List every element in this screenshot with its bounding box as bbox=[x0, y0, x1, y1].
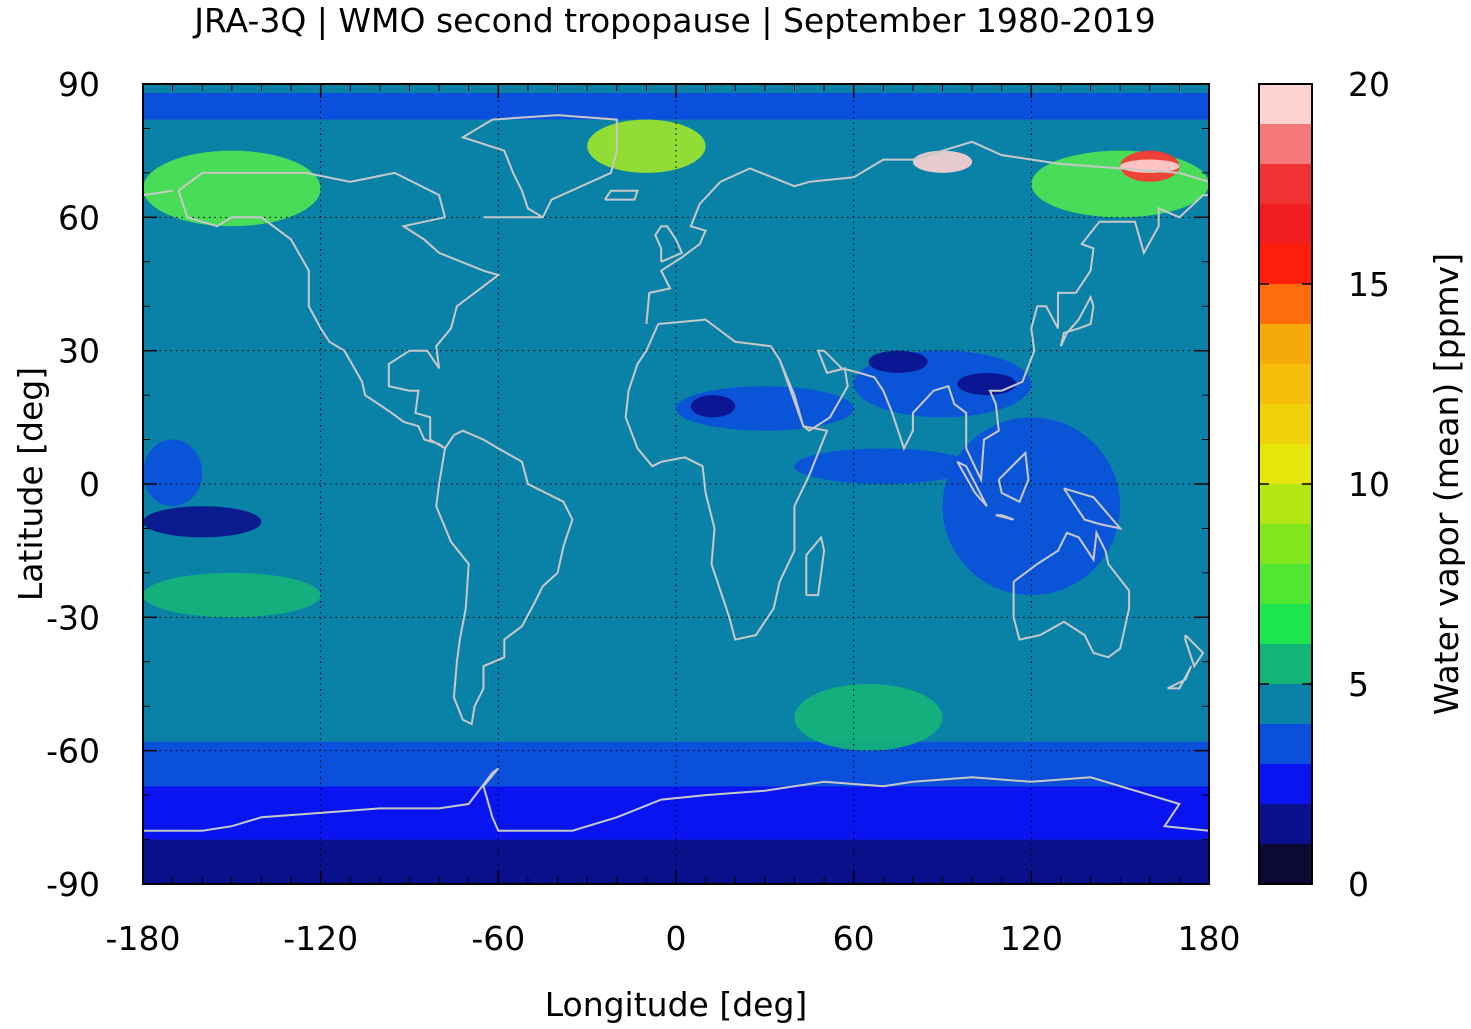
colorbar-level bbox=[1259, 644, 1312, 684]
map-ticks: -180 -120 -60 0 60 120 180 90 60 30 0 -30 -60 -90 bbox=[46, 65, 1240, 958]
y-tick-label: -60 bbox=[46, 732, 100, 771]
field-patch bbox=[690, 395, 736, 418]
field-patch bbox=[143, 506, 262, 538]
colorbar-tick-label: 20 bbox=[1348, 65, 1390, 104]
field-patch bbox=[868, 350, 928, 373]
field-patch bbox=[143, 439, 203, 507]
y-tick-label: 90 bbox=[58, 65, 100, 104]
colorbar-level bbox=[1259, 684, 1312, 724]
colorbar-tick-label: 5 bbox=[1348, 665, 1369, 704]
coastline bbox=[997, 450, 1030, 504]
coastline bbox=[1059, 294, 1095, 347]
colorbar-level bbox=[1259, 244, 1312, 284]
coastline bbox=[1063, 487, 1123, 530]
field-patch bbox=[794, 448, 973, 484]
x-tick-label: 60 bbox=[833, 919, 875, 958]
colorbar-level bbox=[1259, 84, 1312, 124]
colorbar-label: Water vapor (mean) [ppmv] bbox=[1427, 253, 1466, 715]
coastline bbox=[805, 535, 826, 597]
colorbar-level bbox=[1259, 764, 1312, 804]
field-patch bbox=[794, 684, 943, 751]
field-patch bbox=[1031, 150, 1209, 218]
coastline bbox=[143, 767, 1210, 832]
coastline bbox=[624, 318, 829, 641]
field-patch bbox=[587, 119, 706, 173]
colorbar-tick-label: 15 bbox=[1348, 265, 1390, 304]
colorbar-level bbox=[1259, 364, 1312, 404]
x-axis-label: Longitude [deg] bbox=[545, 985, 808, 1024]
coastline bbox=[956, 460, 988, 507]
colorbar-level bbox=[1259, 484, 1312, 524]
coastline bbox=[1167, 665, 1193, 690]
colorbar-level bbox=[1259, 404, 1312, 444]
colorbar-tick-label: 0 bbox=[1348, 865, 1369, 904]
coastlines bbox=[142, 114, 1210, 832]
coastline bbox=[645, 140, 1210, 325]
field-patch bbox=[912, 150, 973, 173]
y-tick-label: 30 bbox=[58, 332, 100, 371]
field-patch bbox=[143, 572, 321, 618]
coastline bbox=[995, 514, 1014, 521]
x-tick-label: -60 bbox=[471, 919, 525, 958]
field-patch bbox=[143, 150, 321, 227]
colorbar-level bbox=[1259, 284, 1312, 324]
coastline bbox=[460, 114, 618, 219]
coastline bbox=[177, 171, 501, 450]
y-tick-label: 0 bbox=[79, 465, 100, 504]
colorbar-level bbox=[1259, 844, 1312, 884]
map-panel: -180 -120 -60 0 60 120 180 90 60 30 0 -30 -60 -90 bbox=[46, 65, 1240, 958]
x-tick-label: -120 bbox=[283, 919, 358, 958]
coastline bbox=[1184, 634, 1205, 669]
field-patch bbox=[942, 417, 1121, 596]
colorbar-level bbox=[1259, 204, 1312, 244]
colorbar: 20 15 10 5 0 bbox=[1258, 65, 1390, 904]
field-patch bbox=[957, 372, 1017, 396]
y-axis-label: Latitude [deg] bbox=[11, 367, 50, 601]
y-tick-label: -30 bbox=[46, 598, 100, 637]
x-tick-label: -180 bbox=[106, 919, 181, 958]
x-tick-label: 120 bbox=[1000, 919, 1063, 958]
colorbar-levels bbox=[1259, 84, 1312, 884]
colorbar-level bbox=[1259, 724, 1312, 764]
chart-title: JRA-3Q | WMO second tropopause | Septemb… bbox=[192, 1, 1155, 40]
colorbar-level bbox=[1259, 604, 1312, 644]
colorbar-level bbox=[1259, 564, 1312, 604]
map-grid bbox=[143, 84, 1209, 884]
colorbar-level bbox=[1259, 324, 1312, 364]
colorbar-level bbox=[1259, 444, 1312, 484]
coastline bbox=[1012, 529, 1131, 659]
field-band bbox=[143, 741, 1209, 787]
y-tick-label: 60 bbox=[58, 198, 100, 237]
coastline bbox=[604, 189, 639, 201]
y-tick-label: -90 bbox=[46, 865, 100, 904]
colorbar-level bbox=[1259, 124, 1312, 164]
coastline bbox=[654, 225, 684, 263]
coastline bbox=[435, 429, 574, 726]
x-tick-label: 0 bbox=[666, 919, 687, 958]
coastline bbox=[778, 194, 1209, 484]
colorbar-level bbox=[1259, 804, 1312, 844]
colorbar-tick-label: 10 bbox=[1348, 465, 1390, 504]
colorbar-ticks: 20 15 10 5 0 bbox=[1259, 65, 1390, 904]
coastline bbox=[142, 189, 173, 197]
x-tick-label: 180 bbox=[1178, 919, 1241, 958]
colorbar-level bbox=[1259, 164, 1312, 204]
colorbar-level bbox=[1259, 524, 1312, 564]
